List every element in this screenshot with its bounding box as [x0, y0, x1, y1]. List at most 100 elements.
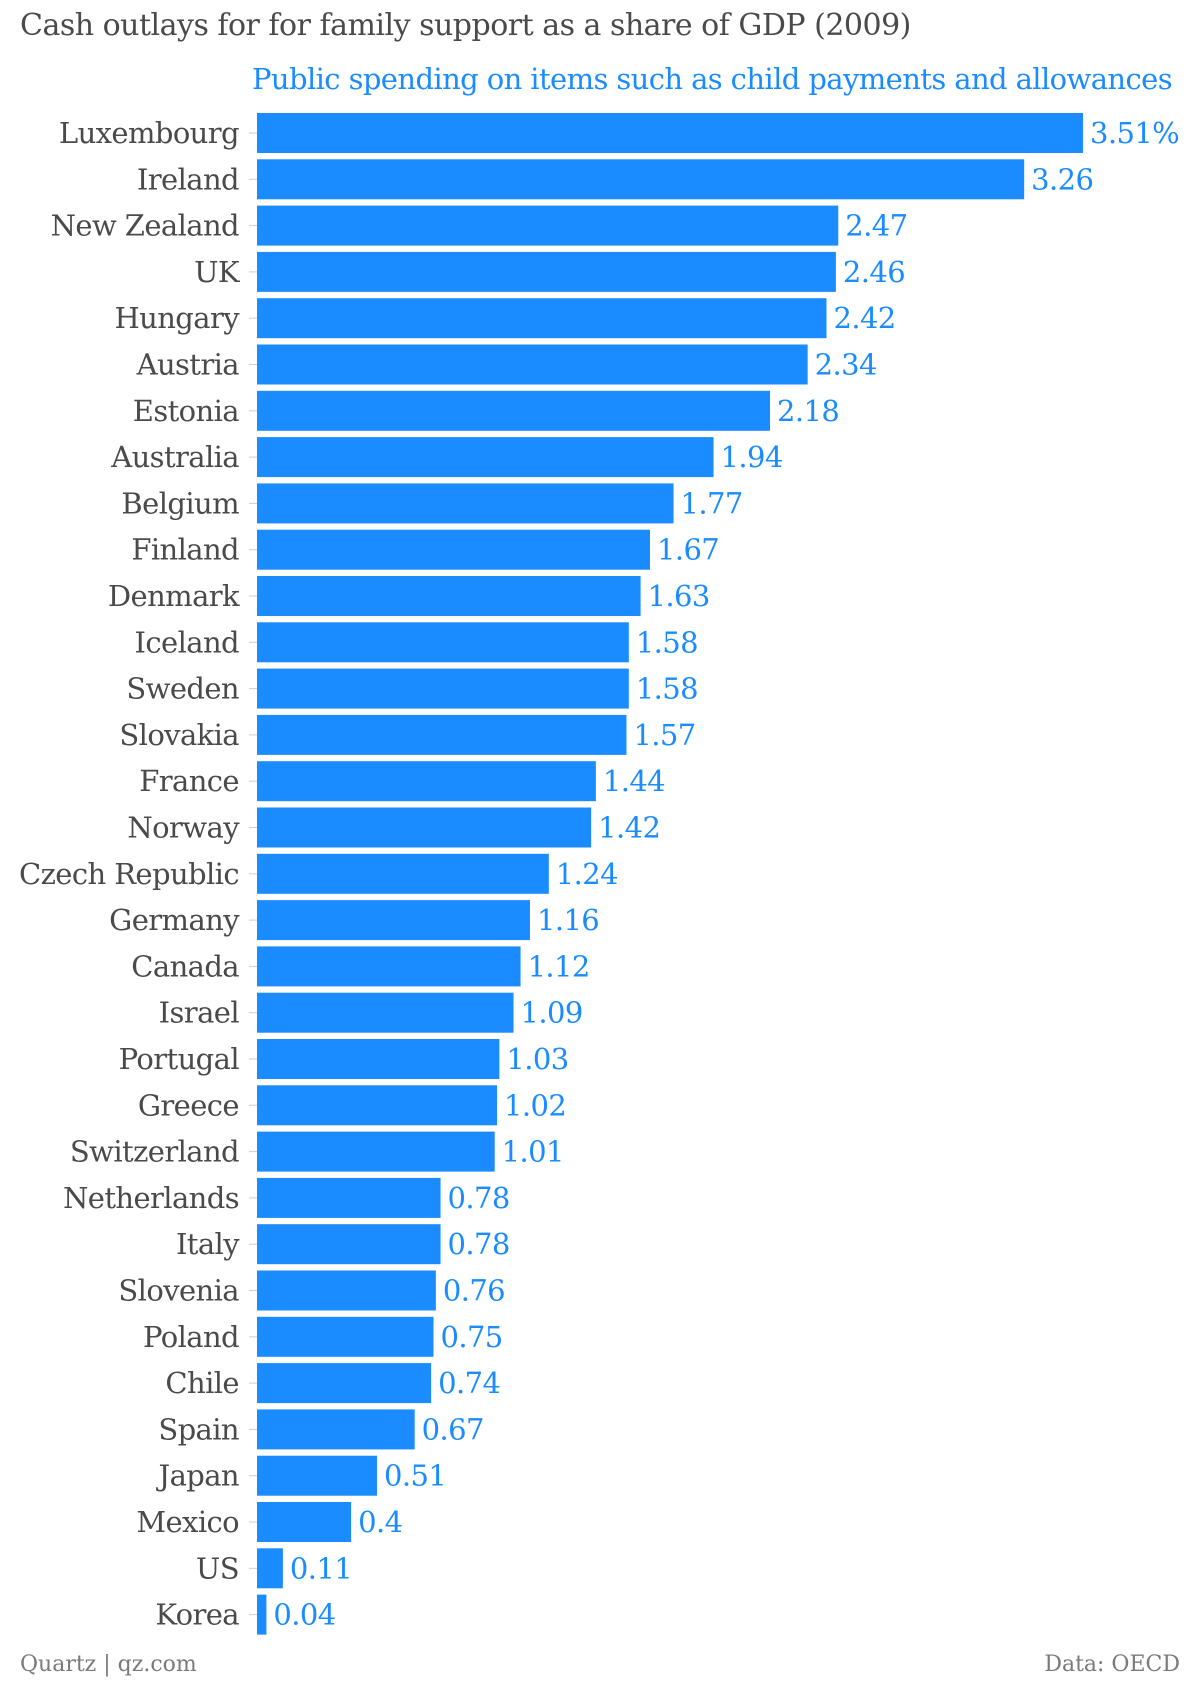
bar	[257, 622, 629, 663]
value-label: 1.57	[633, 718, 695, 752]
value-label: 1.09	[521, 996, 583, 1030]
category-label: Greece	[138, 1088, 239, 1122]
bar	[257, 113, 1083, 153]
bar	[257, 205, 839, 246]
value-label: 0.76	[443, 1274, 505, 1308]
value-label: 1.16	[537, 903, 599, 937]
category-label: Ireland	[137, 162, 239, 196]
bar	[257, 1455, 378, 1496]
category-label: Chile	[165, 1366, 239, 1400]
value-label: 0.51	[384, 1459, 446, 1493]
category-label: Norway	[127, 811, 240, 845]
value-label: 1.58	[636, 672, 698, 706]
value-label: 0.78	[448, 1181, 510, 1215]
value-label: 1.77	[681, 486, 743, 520]
category-label: Spain	[158, 1412, 239, 1446]
bar	[257, 714, 627, 755]
bar	[257, 1409, 415, 1450]
value-label: 2.46	[843, 255, 905, 289]
value-label: 2.18	[777, 394, 839, 428]
category-label: Austria	[136, 348, 240, 382]
value-label: 1.03	[506, 1042, 568, 1076]
category-label: Mexico	[136, 1505, 239, 1539]
footer-source: Quartz | qz.com	[20, 1652, 197, 1677]
value-label: 3.51%	[1090, 116, 1179, 150]
value-label: 0.11	[290, 1551, 352, 1585]
category-label: Portugal	[119, 1042, 240, 1076]
value-label: 0.4	[358, 1505, 402, 1539]
category-label: Estonia	[133, 394, 240, 428]
category-label: Denmark	[108, 579, 240, 613]
category-label: UK	[194, 255, 241, 289]
bar	[257, 1316, 434, 1357]
value-label: 2.42	[833, 301, 895, 335]
category-label: Finland	[131, 533, 239, 567]
bar	[257, 529, 650, 570]
category-label: US	[196, 1551, 239, 1585]
value-label: 3.26	[1031, 162, 1093, 196]
bar	[257, 298, 827, 339]
value-label: 0.74	[438, 1366, 500, 1400]
category-label: Australia	[110, 440, 239, 474]
bar	[257, 344, 808, 385]
value-label: 2.34	[815, 348, 877, 382]
bar-chart: Luxembourg 3.51% Ireland 3.26 New Zealand 2.4…	[19, 113, 1180, 1635]
value-label: 1.02	[504, 1088, 566, 1122]
value-label: 1.42	[598, 811, 660, 845]
bar	[257, 946, 521, 987]
category-label: Slovenia	[118, 1274, 239, 1308]
category-label: Japan	[156, 1459, 239, 1493]
value-label: 1.44	[603, 764, 665, 798]
bar	[257, 853, 549, 894]
category-label: Korea	[155, 1598, 239, 1632]
bar	[257, 668, 629, 709]
value-label: 1.58	[636, 625, 698, 659]
bar	[257, 807, 592, 848]
category-label: France	[139, 764, 239, 798]
value-label: 0.75	[440, 1320, 502, 1354]
bar	[257, 900, 530, 941]
value-label: 1.94	[721, 440, 783, 474]
category-label: Luxembourg	[59, 116, 239, 150]
bar	[257, 1594, 267, 1635]
bar	[257, 1085, 498, 1126]
value-label: 0.78	[448, 1227, 510, 1261]
bar	[257, 1548, 283, 1589]
bar	[257, 1131, 495, 1172]
bar	[257, 1270, 436, 1311]
bar	[257, 1039, 500, 1079]
bar	[257, 576, 641, 616]
value-label: 2.47	[845, 209, 907, 243]
bar	[257, 483, 674, 524]
footer-data-credit: Data: OECD	[1044, 1652, 1180, 1677]
category-label: Poland	[143, 1320, 239, 1354]
category-label: Canada	[131, 949, 239, 983]
value-label: 0.67	[422, 1412, 484, 1446]
category-label: Sweden	[126, 672, 239, 706]
bar	[257, 437, 714, 478]
value-label: 1.24	[556, 857, 618, 891]
value-label: 1.12	[528, 949, 590, 983]
category-label: Czech Republic	[19, 857, 239, 891]
category-label: Hungary	[114, 301, 240, 335]
value-label: 1.63	[648, 579, 710, 613]
chart-subtitle: Public spending on items such as child p…	[252, 62, 1173, 96]
category-label: Italy	[176, 1227, 240, 1261]
bar	[257, 992, 514, 1033]
value-label: 1.67	[657, 533, 719, 567]
category-label: New Zealand	[51, 209, 239, 243]
category-label: Israel	[159, 996, 240, 1030]
category-label: Netherlands	[63, 1181, 239, 1215]
bar	[257, 251, 836, 292]
category-label: Switzerland	[70, 1135, 239, 1169]
category-label: Iceland	[135, 625, 240, 659]
value-label: 1.01	[502, 1135, 564, 1169]
bar	[257, 761, 596, 802]
category-label: Belgium	[121, 486, 239, 520]
bar	[257, 1177, 441, 1218]
bar	[257, 159, 1025, 200]
bar	[257, 1363, 432, 1404]
bar	[257, 1224, 441, 1265]
category-label: Germany	[109, 903, 240, 937]
bar	[257, 1502, 352, 1542]
